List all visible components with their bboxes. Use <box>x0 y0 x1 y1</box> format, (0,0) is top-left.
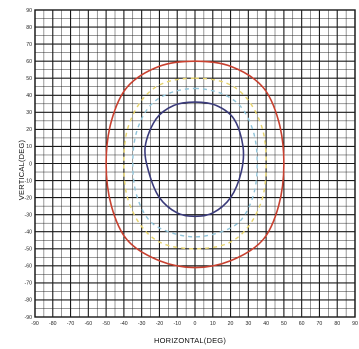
y-tick-label: -60 <box>25 264 33 270</box>
x-tick-label: 40 <box>263 321 269 327</box>
y-tick-label: 50 <box>26 76 32 82</box>
y-tick-label: 10 <box>26 144 32 150</box>
y-axis-label: VERTICAL(DEG) <box>17 140 26 201</box>
y-tick-label: -10 <box>25 178 33 184</box>
y-tick-label: 40 <box>26 93 32 99</box>
y-tick-label: 90 <box>26 8 32 14</box>
series-line-2 <box>123 77 267 250</box>
y-tick-label: -40 <box>25 230 33 236</box>
x-tick-label: 10 <box>210 321 216 327</box>
x-tick-label: -10 <box>173 321 181 327</box>
y-tick-label: -30 <box>25 212 33 218</box>
y-tick-label: -90 <box>25 315 33 321</box>
x-tick-label: 80 <box>334 321 340 327</box>
y-tick-label: 0 <box>29 161 32 167</box>
x-axis-label: HORIZONTAL(DEG) <box>154 336 226 345</box>
y-tick-label: 30 <box>26 110 32 116</box>
series-line-3 <box>132 87 258 238</box>
x-tick-label: -80 <box>49 321 57 327</box>
y-tick-label: 80 <box>26 25 32 31</box>
y-tick-label: 70 <box>26 42 32 48</box>
y-tick-label: 60 <box>26 59 32 65</box>
x-tick-label: 60 <box>299 321 305 327</box>
y-tick-label: -80 <box>25 298 33 304</box>
x-tick-label: 50 <box>281 321 287 327</box>
y-tick-labels: 90 80 70 60 50 40 30 20 10 0 -10 -20 -30 -40 -50 -60 -70… <box>25 8 33 321</box>
x-tick-label: -60 <box>85 321 93 327</box>
x-tick-label: -70 <box>67 321 75 327</box>
x-tick-label: 0 <box>194 321 197 327</box>
y-tick-label: -20 <box>25 195 33 201</box>
x-tick-label: 20 <box>228 321 234 327</box>
x-tick-label: -20 <box>156 321 164 327</box>
y-tick-label: -50 <box>25 247 33 253</box>
x-tick-label: 30 <box>245 321 251 327</box>
x-tick-label: -30 <box>138 321 146 327</box>
y-tick-label: -70 <box>25 281 33 287</box>
x-tick-label: -90 <box>31 321 39 327</box>
x-tick-label: 90 <box>352 321 358 327</box>
grid <box>34 9 356 318</box>
series-group <box>105 60 285 269</box>
x-tick-label: -40 <box>120 321 128 327</box>
y-tick-label: 20 <box>26 127 32 133</box>
x-tick-label: -50 <box>102 321 110 327</box>
x-tick-label: 70 <box>317 321 323 327</box>
series-line-1 <box>144 101 245 218</box>
x-tick-labels: -90 -80 -70 -60 -50 -40 -30 -20 -10 0 10 20 30 40 50 60… <box>31 321 358 327</box>
series-line-0 <box>105 60 285 269</box>
